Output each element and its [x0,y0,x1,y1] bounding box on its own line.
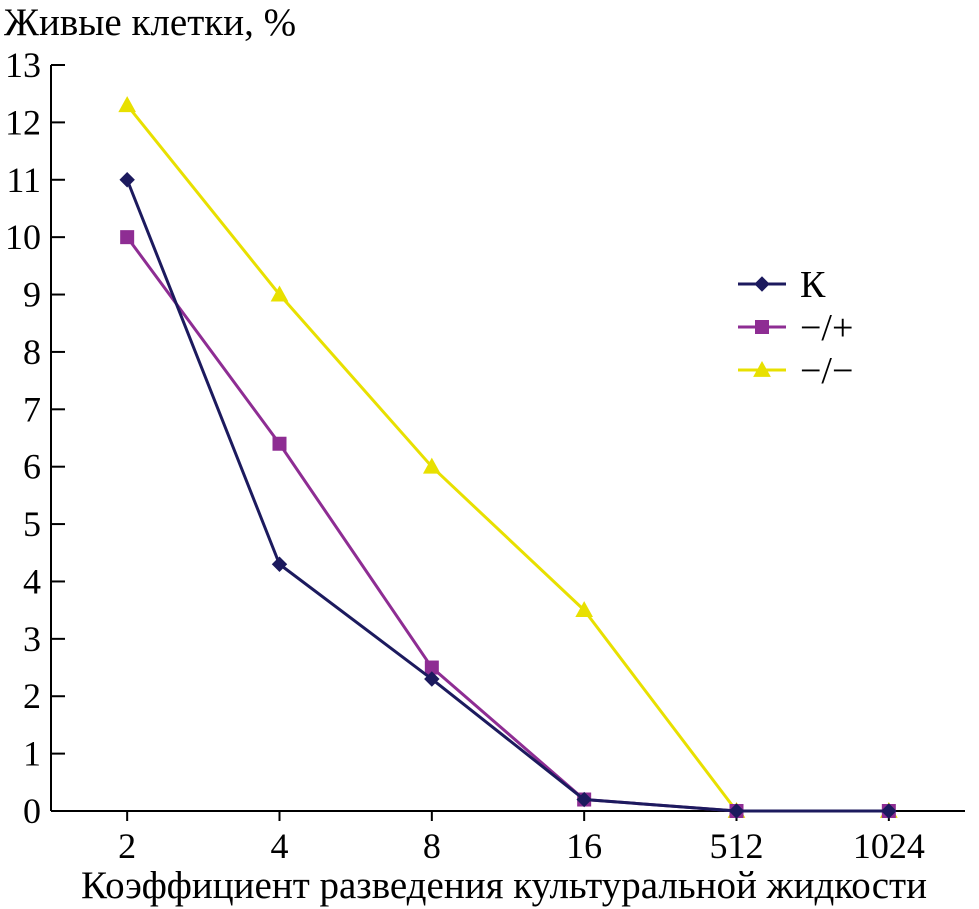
y-tick-label: 8 [23,332,41,372]
y-axis-title: Живые клетки, % [4,1,296,44]
x-tick-label: 2 [118,826,136,866]
x-tick-label: 1024 [853,826,925,866]
series-line [125,179,889,813]
legend-item: К [738,264,826,306]
y-tick-label: 0 [23,791,41,831]
data-point [272,436,287,451]
data-point [424,671,440,687]
data-point [270,285,289,302]
legend-marker [753,360,771,377]
x-axis-title: Коэффициент разведения культуральной жид… [81,864,927,907]
x-tick-label: 16 [566,826,602,866]
series-1 [120,230,896,818]
data-point [422,457,441,474]
data-point [120,230,135,245]
x-tick-label: 512 [710,826,764,866]
y-tick-label: 11 [6,160,41,200]
legend-item: −/+ [738,307,853,349]
y-tick-label: 6 [23,447,41,487]
series-line [125,104,889,813]
y-tick-label: 9 [23,275,41,315]
legend: К−/+−/− [738,264,853,392]
y-tick-label: 4 [23,561,41,601]
series-layer [118,96,898,819]
y-tick-label: 1 [23,734,41,774]
data-point [118,96,137,113]
data-point [728,803,745,819]
data-point [271,556,288,572]
data-point [881,803,897,819]
axes [50,65,965,812]
legend-marker [755,320,769,334]
y-tick-label: 5 [23,504,41,544]
series-line [125,236,889,813]
data-point [576,791,592,808]
y-tick-label: 12 [5,102,41,142]
legend-item: −/− [738,350,853,392]
y-tick-label: 7 [23,389,41,429]
y-tick-label: 10 [5,217,41,257]
legend-label: −/− [800,350,853,392]
legend-marker [754,276,770,292]
y-tick-label: 3 [23,619,41,659]
y-tick-label: 2 [23,676,41,716]
x-tick-label: 8 [423,826,441,866]
data-point [119,172,135,188]
legend-label: К [800,264,826,306]
legend-label: −/+ [800,307,853,349]
data-point [575,601,594,618]
y-tick-label: 13 [5,45,41,85]
x-tick-label: 4 [271,826,289,866]
x-axis-ticks: 2 4 8 16 512 1024 [118,811,925,866]
series-0 [119,172,897,819]
